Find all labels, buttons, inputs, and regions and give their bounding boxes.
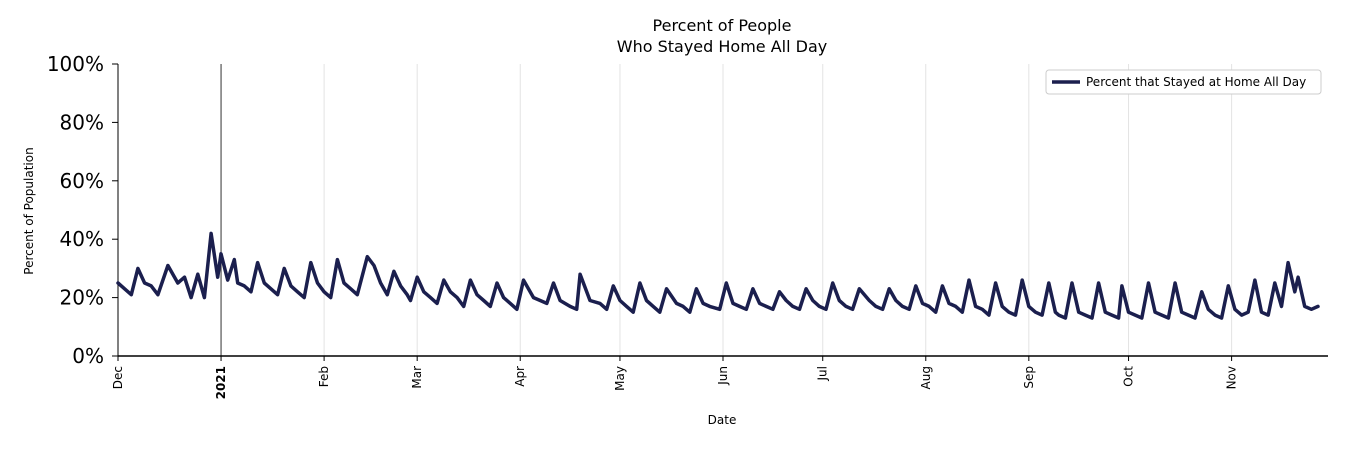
chart-title: Percent of People Who Stayed Home All Da…	[617, 16, 827, 56]
legend-label: Percent that Stayed at Home All Day	[1086, 75, 1306, 89]
x-tick-label: Dec	[111, 366, 125, 389]
y-tick-label: 20%	[60, 286, 104, 310]
x-tick-label: Mar	[410, 366, 424, 389]
y-tick-label: 0%	[72, 344, 104, 368]
chart-title-line-1: Percent of People	[653, 16, 792, 35]
x-tick-label: Jun	[716, 366, 730, 386]
x-tick-label: Aug	[919, 366, 933, 389]
x-tick-label: 2021	[214, 366, 228, 399]
x-tick-label: Sep	[1022, 366, 1036, 389]
series-line	[116, 231, 1320, 320]
chart-title-line-2: Who Stayed Home All Day	[617, 37, 827, 56]
y-tick-label: 60%	[60, 169, 104, 193]
x-axis-label: Date	[708, 413, 737, 427]
legend-box	[1045, 69, 1322, 95]
series-layer	[116, 231, 1320, 320]
axis-labels: Date Percent of Population	[22, 147, 736, 427]
x-tick-label: Apr	[513, 366, 527, 387]
axes: 0% 20% 40% 60% 80% 100% Dec 2021 Feb Mar Apr May Jun…	[47, 52, 1328, 399]
y-tick-label: 80%	[60, 110, 104, 134]
x-tick-label: Oct	[1122, 366, 1136, 387]
x-tick-label: Jul	[816, 366, 830, 381]
grid-layer	[117, 64, 1233, 356]
y-tick-label: 100%	[47, 52, 104, 76]
y-tick-label: 40%	[60, 227, 104, 251]
x-tick-label: Feb	[317, 366, 331, 387]
legend: Percent that Stayed at Home All Day	[1045, 69, 1322, 95]
x-tick-label: Nov	[1225, 366, 1239, 389]
y-axis-label: Percent of Population	[22, 147, 36, 274]
x-tick-label: May	[613, 366, 627, 391]
